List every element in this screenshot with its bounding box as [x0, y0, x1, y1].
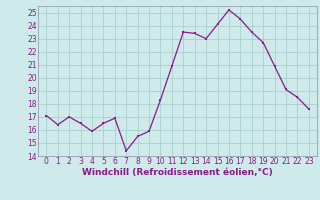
X-axis label: Windchill (Refroidissement éolien,°C): Windchill (Refroidissement éolien,°C) [82, 168, 273, 177]
